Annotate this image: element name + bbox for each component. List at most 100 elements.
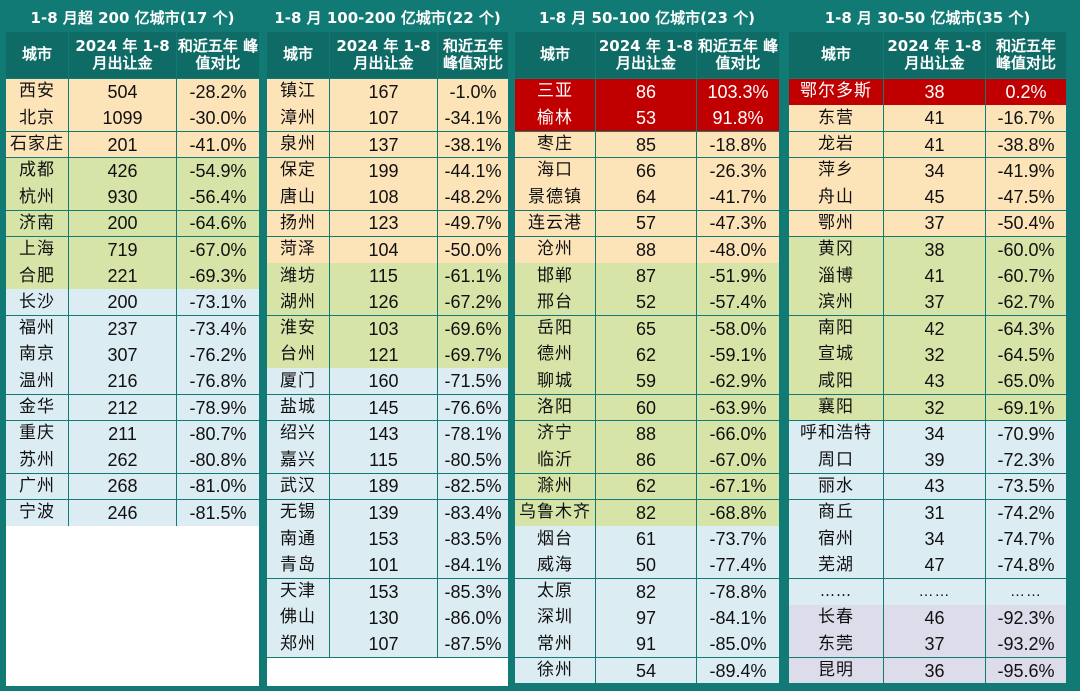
header-amount: 2024 年 1-8 月出让金 (596, 32, 696, 78)
empty-area (6, 526, 259, 686)
peak-compare-cell: 0.2% (986, 79, 1066, 105)
peak-compare-cell: -85.3% (438, 578, 508, 605)
amount-cell: 139 (330, 499, 437, 526)
amount-cell: 199 (330, 157, 437, 184)
amount-cell: 62 (596, 473, 696, 500)
amount-cell: 37 (884, 289, 985, 316)
amount-cell: 212 (69, 394, 176, 421)
amount-cell: 143 (330, 420, 437, 447)
peak-compare-cell: …… (986, 578, 1066, 605)
amount-cell: 41 (884, 105, 985, 132)
city-name-cell: 海口 (515, 157, 595, 184)
city-name-cell: 沧州 (515, 236, 595, 263)
peak-compare-cell: -66.0% (697, 420, 779, 447)
amount-cell: 201 (69, 131, 176, 158)
amount-cell: 130 (330, 605, 437, 631)
peak-compare-cell: -28.2% (177, 79, 259, 105)
peak-compare-cell: -60.7% (986, 263, 1066, 289)
city-name-cell: 济宁 (515, 420, 595, 447)
city-name-cell: 景德镇 (515, 184, 595, 211)
peak-compare-cell: -83.5% (438, 526, 508, 552)
city-name-cell: 滁州 (515, 473, 595, 500)
city-name-cell: 芜湖 (789, 552, 883, 579)
amount-cell: 43 (884, 473, 985, 500)
group-title: 1-8 月 30-50 亿城市(35 个) (789, 6, 1066, 31)
peak-compare-cell: -77.4% (697, 552, 779, 579)
city-name-cell: 三亚 (515, 79, 595, 105)
city-name-cell: 金华 (6, 394, 68, 421)
amount-cell: 200 (69, 289, 176, 316)
amount-cell: 153 (330, 526, 437, 552)
amount-cell: 88 (596, 236, 696, 263)
city-name-cell: 天津 (267, 578, 329, 605)
amount-cell: 53 (596, 105, 696, 132)
amount-cell: 37 (884, 631, 985, 658)
peak-compare-cell: -87.5% (438, 631, 508, 658)
peak-compare-cell: -80.5% (438, 447, 508, 474)
city-name-cell: 嘉兴 (267, 447, 329, 474)
city-name-cell: 杭州 (6, 184, 68, 211)
peak-compare-cell: -81.0% (177, 473, 259, 500)
peak-compare-cell: -73.5% (986, 473, 1066, 500)
amount-cell: 34 (884, 420, 985, 447)
amount-cell: 38 (884, 236, 985, 263)
amount-cell: 104 (330, 236, 437, 263)
amount-cell: 60 (596, 394, 696, 421)
city-name-cell: 武汉 (267, 473, 329, 500)
amount-cell: 1099 (69, 105, 176, 132)
peak-compare-cell: -64.5% (986, 342, 1066, 368)
city-name-cell: 黄冈 (789, 236, 883, 263)
peak-compare-cell: -73.7% (697, 526, 779, 552)
amount-cell: 64 (596, 184, 696, 211)
city-name-cell: 昆明 (789, 657, 883, 684)
city-name-cell: 聊城 (515, 368, 595, 395)
amount-cell: 307 (69, 342, 176, 368)
city-name-cell: 南京 (6, 342, 68, 368)
peak-compare-cell: -72.3% (986, 447, 1066, 474)
peak-compare-cell: -67.2% (438, 289, 508, 316)
peak-compare-cell: -18.8% (697, 131, 779, 158)
amount-cell: 37 (884, 210, 985, 237)
peak-compare-cell: -50.0% (438, 236, 508, 263)
peak-compare-cell: -86.0% (438, 605, 508, 631)
amount-cell: 719 (69, 236, 176, 263)
amount-cell: 82 (596, 499, 696, 526)
city-name-cell: 咸阳 (789, 368, 883, 395)
amount-cell: 45 (884, 184, 985, 211)
city-name-cell: 太原 (515, 578, 595, 605)
city-name-cell: 上海 (6, 236, 68, 263)
amount-cell: 160 (330, 368, 437, 395)
amount-cell: 97 (596, 605, 696, 631)
city-name-cell: 襄阳 (789, 394, 883, 421)
amount-cell: 115 (330, 263, 437, 289)
city-name-cell: 苏州 (6, 447, 68, 474)
peak-compare-cell: -76.6% (438, 394, 508, 421)
city-name-cell: 台州 (267, 342, 329, 368)
city-name-cell: 呼和浩特 (789, 420, 883, 447)
amount-cell: 246 (69, 499, 176, 526)
amount-cell: 200 (69, 210, 176, 237)
peak-compare-cell: -41.0% (177, 131, 259, 158)
amount-cell: 137 (330, 131, 437, 158)
peak-compare-cell: -83.4% (438, 499, 508, 526)
city-name-cell: 龙岩 (789, 131, 883, 158)
city-name-cell: 郑州 (267, 631, 329, 658)
city-name-cell: 烟台 (515, 526, 595, 552)
city-name-cell: 济南 (6, 210, 68, 237)
city-name-cell: 乌鲁木齐 (515, 499, 595, 526)
city-name-cell: 威海 (515, 552, 595, 579)
amount-cell: 91 (596, 631, 696, 658)
amount-cell: 39 (884, 447, 985, 474)
amount-cell: 86 (596, 79, 696, 105)
city-name-cell: 漳州 (267, 105, 329, 132)
amount-cell: 237 (69, 315, 176, 342)
city-name-cell: 宿州 (789, 526, 883, 552)
city-name-cell: …… (789, 578, 883, 605)
amount-cell: 211 (69, 420, 176, 447)
city-name-cell: 成都 (6, 157, 68, 184)
city-name-cell: 佛山 (267, 605, 329, 631)
header-peak-compare: 和近五年 峰值对比 (697, 32, 779, 78)
amount-cell: 32 (884, 394, 985, 421)
city-name-cell: 温州 (6, 368, 68, 395)
